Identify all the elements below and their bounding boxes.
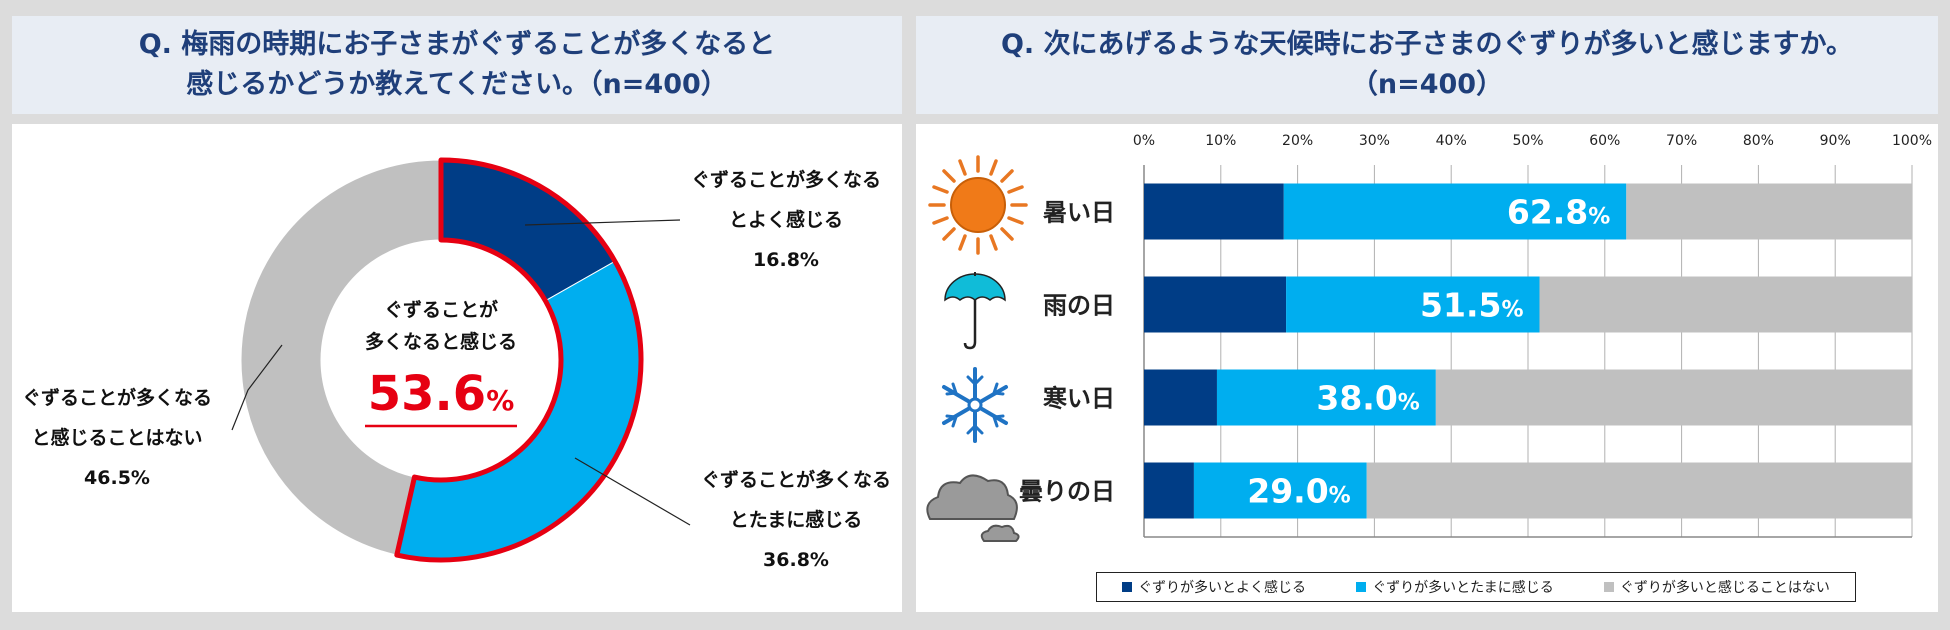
label-never-line2: と感じることはない [31,427,203,449]
center-value-number: 53.6 [367,366,487,422]
x-tick-label: 60% [1589,133,1620,149]
label-often: ぐずることが多くなる とよく感じる 16.8% [676,160,896,280]
label-often-pct: 16.8% [753,249,819,271]
leader-line-never [231,344,283,431]
sun-icon [928,155,1028,255]
label-sometimes-line1: ぐずることが多くなる [700,469,891,491]
cloud-icon [926,474,1020,542]
legend-text-often: ぐずりが多いとよく感じる [1138,580,1307,596]
bar-data-label-unit: % [1501,298,1523,323]
label-never-pct: 46.5% [84,467,150,489]
label-often-line1: ぐずることが多くなる [690,169,881,191]
legend-item-never: ぐずりが多いと感じることはない [1603,577,1830,597]
bar-often [1144,369,1217,426]
bar-never [1366,462,1912,519]
right-chart-title: Q. 次にあげるような天候時にお子さまのぐずりが多いと感じますか。 （n=400… [916,16,1938,114]
bar-sometimes [1286,276,1540,333]
category-label: 寒い日 [1043,385,1115,413]
donut-slice-never [240,159,442,556]
bar-often [1144,276,1287,333]
category-label: 雨の日 [1043,292,1115,320]
bar-never [1539,276,1912,333]
label-never: ぐずることが多くなる と感じることはない 46.5% [12,378,222,498]
right-title-line2: （n=400） [1350,69,1504,100]
bar-sometimes [1216,369,1436,426]
legend-swatch-often [1122,582,1133,592]
center-value: 53.6% [320,366,562,422]
label-sometimes: ぐずることが多くなる とたまに感じる 36.8% [686,460,906,580]
left-chart-title: Q. 梅雨の時期にお子さまがぐずることが多くなると 感じるかどうか教えてください… [12,16,902,114]
x-tick-label: 50% [1512,133,1543,149]
x-tick-label: 90% [1820,133,1851,149]
left-title-line2: 感じるかどうか教えてください。（n=400） [186,69,728,100]
center-value-unit: % [486,384,515,417]
right-title-line1: Q. 次にあげるような天候時にお子さまのぐずりが多いと感じますか。 [1000,29,1854,60]
leader-line-sometimes [574,457,691,526]
x-tick-label: 0% [1133,133,1155,149]
x-tick-label: 40% [1436,133,1467,149]
legend-item-often: ぐずりが多いとよく感じる [1122,577,1306,597]
umbrella-icon [944,272,1006,350]
donut-highlight-outline [394,157,644,563]
x-tick-label: 20% [1282,133,1313,149]
bar-often [1144,462,1194,519]
legend-item-sometimes: ぐずりが多いとたまに感じる [1356,577,1554,597]
bar-never [1435,369,1912,426]
category-label: 曇りの日 [1019,478,1115,506]
donut-center-label: ぐずることが 多くなると感じる [320,294,562,358]
x-tick-label: 30% [1359,133,1390,149]
x-tick-label: 70% [1666,133,1697,149]
snowflake-icon [942,367,1008,443]
center-label-line1: ぐずることが [383,299,498,321]
bar-sometimes [1283,183,1627,240]
leader-line-often [524,219,681,226]
legend-text-never: ぐずりが多いと感じることはない [1619,580,1830,596]
bar-data-label-unit: % [1329,484,1351,509]
legend-swatch-sometimes [1356,582,1367,592]
label-often-line2: とよく感じる [728,209,843,231]
bar-chart-legend: ぐずりが多いとよく感じる ぐずりが多いとたまに感じる ぐずりが多いと感じることは… [1096,572,1856,602]
left-title-line1: Q. 梅雨の時期にお子さまがぐずることが多くなると [138,29,776,60]
legend-swatch-never [1603,582,1614,592]
bar-never [1626,183,1912,240]
bar-data-label-unit: % [1398,391,1420,416]
label-sometimes-line2: とたまに感じる [729,509,863,531]
label-sometimes-pct: 36.8% [763,549,829,571]
bar-sometimes [1193,462,1367,519]
x-tick-label: 100% [1892,133,1932,149]
x-tick-label: 80% [1743,133,1774,149]
center-label-line2: 多くなると感じる [364,331,517,353]
bar-data-label-unit: % [1588,205,1610,230]
label-never-line1: ぐずることが多くなる [21,387,212,409]
category-label: 暑い日 [1043,199,1115,227]
x-tick-label: 10% [1205,133,1236,149]
legend-text-sometimes: ぐずりが多いとたまに感じる [1372,580,1554,596]
bar-often [1144,183,1284,240]
